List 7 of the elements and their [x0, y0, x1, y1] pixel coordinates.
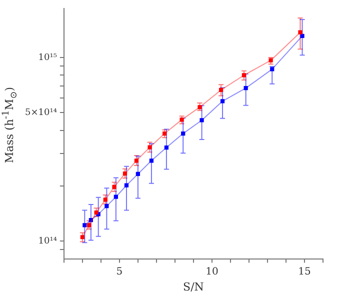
x-tick-label: 15	[298, 266, 311, 278]
x-tick-label: 10	[206, 266, 218, 278]
y-tick-label: 10¹⁴	[38, 236, 58, 246]
x-axis-title: S/N	[183, 280, 204, 294]
y-tick-label: 10¹⁵	[38, 52, 58, 63]
x-tick-label: 5	[116, 266, 123, 278]
y-tick-label: 5×10¹⁴	[25, 108, 58, 118]
